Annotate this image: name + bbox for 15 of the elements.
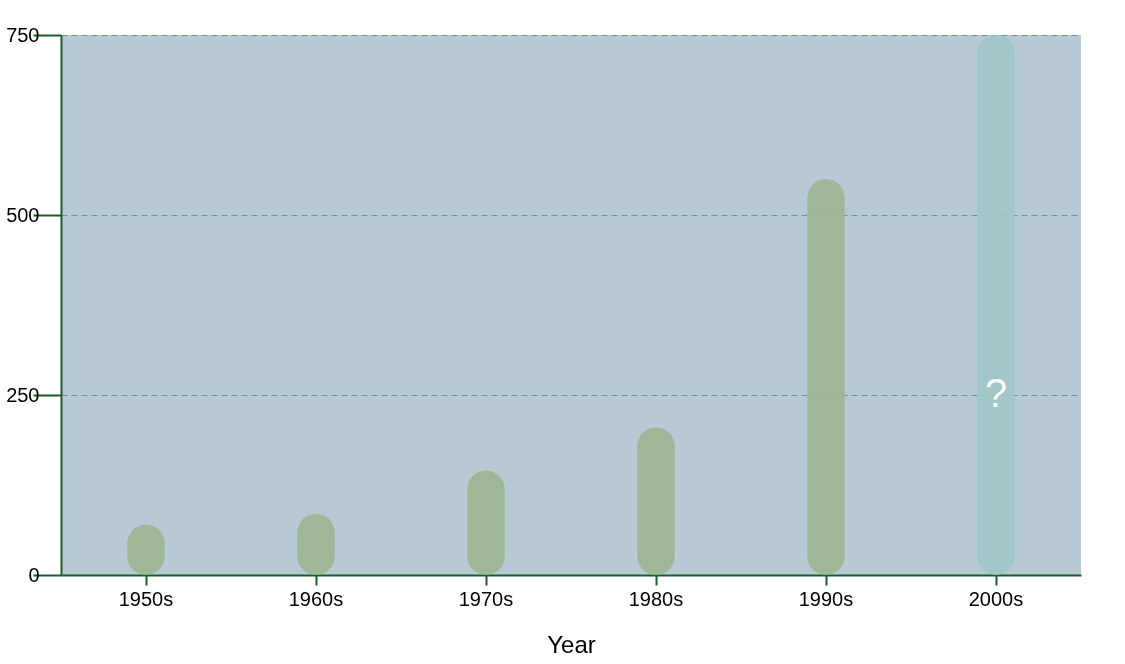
x-tick-label: 2000s (968, 587, 1024, 610)
y-tick-label: 0 (28, 563, 40, 586)
x-tick-label: 1990s (798, 587, 854, 610)
x-axis-title: Year (547, 630, 596, 658)
x-tick-label: 1950s (118, 587, 174, 610)
y-tick-label: 500 (6, 203, 40, 226)
y-tick-label: 750 (6, 23, 40, 46)
bar (977, 35, 1015, 575)
x-tick-label: 1980s (628, 587, 684, 610)
x-tick-label: 1960s (288, 587, 344, 610)
bar (807, 179, 845, 575)
bar (637, 427, 675, 575)
annotation: ? (984, 371, 1008, 415)
x-tick-label: 1970s (458, 587, 514, 610)
y-tick-label: 250 (6, 383, 40, 406)
